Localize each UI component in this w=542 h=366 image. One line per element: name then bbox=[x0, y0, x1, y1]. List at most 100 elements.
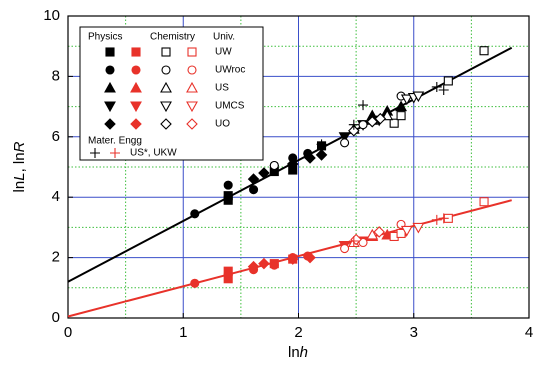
marker bbox=[90, 148, 100, 158]
legend-marker bbox=[186, 81, 198, 93]
marker bbox=[110, 148, 120, 158]
marker bbox=[412, 91, 425, 103]
marker bbox=[258, 257, 270, 270]
marker bbox=[223, 191, 233, 201]
marker bbox=[373, 226, 385, 238]
legend-marker bbox=[186, 101, 198, 113]
legend-marker bbox=[187, 65, 197, 75]
legend-marker bbox=[104, 81, 116, 93]
legend-marker bbox=[105, 65, 115, 75]
legend-label: UWroc bbox=[215, 65, 245, 76]
legend-marker bbox=[160, 118, 172, 130]
x-axis-label: lnh bbox=[288, 344, 308, 361]
y-label-part: , ln bbox=[11, 152, 28, 172]
marker bbox=[400, 94, 413, 106]
legend-marker bbox=[104, 118, 116, 130]
x-tick-label: 0 bbox=[64, 324, 72, 341]
marker bbox=[358, 120, 368, 130]
marker bbox=[479, 46, 489, 56]
y-label-part: L bbox=[11, 172, 28, 180]
y-tick-label: 8 bbox=[52, 67, 60, 84]
legend-marker bbox=[160, 81, 172, 93]
legend: Physics Chemistry Univ. UW UWroc US UMCS UO Mate… bbox=[79, 26, 264, 161]
marker bbox=[443, 76, 453, 86]
y-axis-label: lnL, lnR bbox=[11, 141, 28, 192]
legend-label: US bbox=[215, 83, 229, 94]
plot-frame bbox=[67, 15, 530, 319]
legend-marker bbox=[161, 65, 171, 75]
marker bbox=[431, 81, 442, 92]
marker bbox=[438, 84, 449, 95]
marker bbox=[366, 115, 379, 128]
legend-footer-title: Mater. Engg bbox=[88, 136, 142, 147]
marker bbox=[431, 214, 442, 225]
legend-marker bbox=[161, 47, 171, 57]
legend-marker bbox=[130, 118, 142, 130]
marker bbox=[286, 158, 299, 170]
marker bbox=[348, 119, 359, 130]
marker bbox=[258, 167, 270, 179]
marker bbox=[316, 139, 327, 150]
marker bbox=[247, 260, 260, 273]
x-tick-label: 3 bbox=[410, 324, 418, 341]
marker bbox=[340, 138, 350, 148]
marker bbox=[438, 213, 449, 224]
marker bbox=[190, 209, 200, 219]
legend-marker bbox=[130, 81, 142, 93]
marker bbox=[340, 243, 350, 254]
y-tick-label: 6 bbox=[52, 128, 60, 145]
y-tick-label: 0 bbox=[52, 309, 60, 326]
x-tick-label: 1 bbox=[179, 324, 187, 341]
marker bbox=[315, 149, 328, 161]
legend-label: UMCS bbox=[215, 101, 245, 112]
marker bbox=[348, 235, 359, 246]
legend-marker bbox=[105, 47, 115, 57]
marker bbox=[358, 100, 369, 111]
legend-marker bbox=[131, 47, 141, 57]
marker bbox=[412, 222, 425, 234]
legend-header: Univ. bbox=[213, 32, 235, 43]
marker bbox=[269, 160, 279, 171]
marker bbox=[395, 100, 408, 112]
y-tick-label: 10 bbox=[43, 7, 60, 24]
x-label-part: h bbox=[300, 344, 308, 361]
y-label-part: ln bbox=[11, 181, 28, 193]
x-label-part: ln bbox=[288, 344, 300, 361]
x-tick-label: 4 bbox=[525, 324, 533, 341]
marker bbox=[358, 237, 368, 248]
legend-label: UO bbox=[215, 119, 230, 130]
legend-marker bbox=[131, 65, 141, 75]
legend-marker bbox=[186, 118, 198, 130]
marker bbox=[479, 197, 489, 207]
marker bbox=[249, 185, 259, 195]
marker bbox=[348, 124, 360, 137]
marker bbox=[304, 152, 316, 164]
legend-header: Chemistry bbox=[150, 32, 195, 43]
marker bbox=[286, 253, 299, 265]
legend-marker bbox=[160, 101, 172, 113]
marker bbox=[374, 112, 387, 125]
legend-marker bbox=[130, 101, 142, 113]
marker bbox=[247, 173, 260, 185]
legend-label: US*, UKW bbox=[130, 148, 177, 159]
marker bbox=[269, 260, 279, 270]
y-tick-label: 2 bbox=[52, 249, 60, 266]
legend-header: Physics bbox=[88, 32, 122, 43]
marker bbox=[366, 228, 379, 240]
marker bbox=[389, 118, 399, 128]
y-tick-label: 4 bbox=[52, 188, 60, 205]
marker bbox=[338, 132, 351, 143]
legend-marker bbox=[187, 47, 197, 57]
marker bbox=[396, 228, 406, 238]
legend-marker bbox=[104, 101, 116, 113]
marker bbox=[223, 269, 233, 279]
marker bbox=[396, 111, 406, 121]
x-tick-label: 2 bbox=[294, 324, 302, 341]
marker bbox=[223, 180, 233, 190]
marker bbox=[304, 251, 316, 264]
legend-label: UW bbox=[215, 47, 232, 58]
marker bbox=[190, 278, 200, 288]
marker bbox=[400, 225, 413, 237]
y-label-part: R bbox=[11, 141, 28, 152]
